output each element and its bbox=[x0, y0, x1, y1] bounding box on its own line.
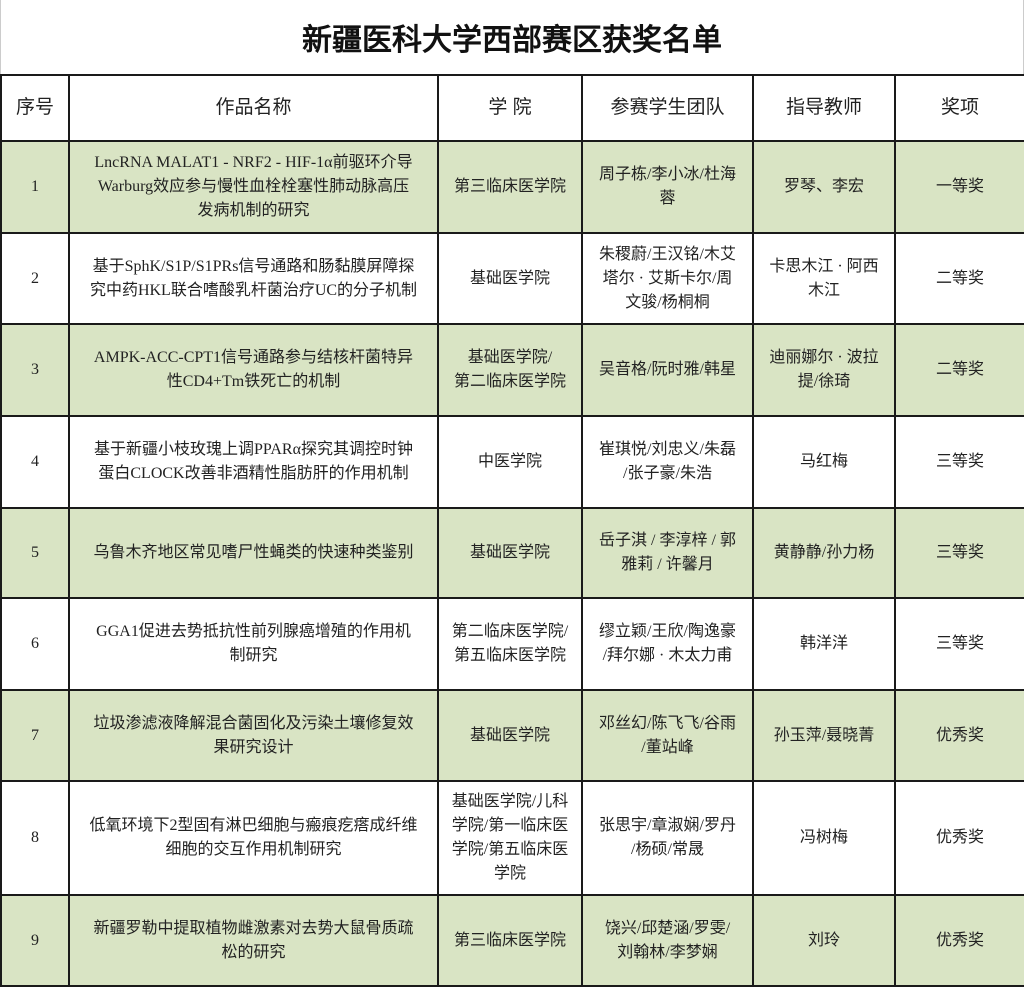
cell-team: 饶兴/邱楚涵/罗雯/ 刘翰林/李梦娴 bbox=[581, 894, 754, 987]
award-table: 序号 作品名称 学 院 参赛学生团队 指导教师 奖项 1 LncRNA MALAT… bbox=[0, 74, 1024, 987]
cell-college: 第二临床医学院/ 第五临床医学院 bbox=[437, 597, 583, 691]
cell-advisor: 刘玲 bbox=[752, 894, 896, 987]
cell-title: 新疆罗勒中提取植物雌激素对去势大鼠骨质疏 松的研究 bbox=[68, 894, 439, 987]
cell-award: 二等奖 bbox=[894, 323, 1024, 417]
page-title: 新疆医科大学西部赛区获奖名单 bbox=[0, 0, 1024, 74]
cell-team: 张思宇/章淑娴/罗丹 /杨硕/常晟 bbox=[581, 780, 754, 896]
cell-award: 优秀奖 bbox=[894, 780, 1024, 896]
cell-college: 基础医学院 bbox=[437, 689, 583, 782]
cell-advisor: 韩洋洋 bbox=[752, 597, 896, 691]
cell-title: GGA1促进去势抵抗性前列腺癌增殖的作用机 制研究 bbox=[68, 597, 439, 691]
cell-title: 垃圾渗滤液降解混合菌固化及污染土壤修复效 果研究设计 bbox=[68, 689, 439, 782]
cell-advisor: 冯树梅 bbox=[752, 780, 896, 896]
cell-advisor: 罗琴、李宏 bbox=[752, 140, 896, 234]
cell-award: 优秀奖 bbox=[894, 894, 1024, 987]
cell-college: 基础医学院 bbox=[437, 232, 583, 325]
header-college: 学 院 bbox=[437, 74, 583, 142]
cell-team: 朱稷蔚/王汉铭/木艾 塔尔 · 艾斯卡尔/周 文骏/杨桐桐 bbox=[581, 232, 754, 325]
cell-no: 5 bbox=[0, 507, 70, 599]
table-row: 4 基于新疆小枝玫瑰上调PPARα探究其调控时钟 蛋白CLOCK改善非酒精性脂肪肝… bbox=[0, 415, 1024, 509]
table-row: 6 GGA1促进去势抵抗性前列腺癌增殖的作用机 制研究 第二临床医学院/ 第五临床医… bbox=[0, 597, 1024, 691]
cell-team: 岳子淇 / 李淳梓 / 郭 雅莉 / 许馨月 bbox=[581, 507, 754, 599]
cell-award: 优秀奖 bbox=[894, 689, 1024, 782]
cell-award: 三等奖 bbox=[894, 597, 1024, 691]
cell-award: 二等奖 bbox=[894, 232, 1024, 325]
cell-advisor: 马红梅 bbox=[752, 415, 896, 509]
cell-award: 三等奖 bbox=[894, 507, 1024, 599]
cell-advisor: 卡思木江 · 阿西 木江 bbox=[752, 232, 896, 325]
cell-title: 乌鲁木齐地区常见嗜尸性蝇类的快速种类鉴别 bbox=[68, 507, 439, 599]
cell-college: 第三临床医学院 bbox=[437, 894, 583, 987]
header-row: 序号 作品名称 学 院 参赛学生团队 指导教师 奖项 bbox=[0, 74, 1024, 142]
table-row: 9 新疆罗勒中提取植物雌激素对去势大鼠骨质疏 松的研究 第三临床医学院 饶兴/邱楚涵/… bbox=[0, 894, 1024, 987]
cell-college: 基础医学院 bbox=[437, 507, 583, 599]
cell-no: 2 bbox=[0, 232, 70, 325]
cell-advisor: 迪丽娜尔 · 波拉 提/徐琦 bbox=[752, 323, 896, 417]
cell-title: 低氧环境下2型固有淋巴细胞与瘢痕疙瘩成纤维 细胞的交互作用机制研究 bbox=[68, 780, 439, 896]
cell-advisor: 孙玉萍/聂晓菁 bbox=[752, 689, 896, 782]
header-advisor: 指导教师 bbox=[752, 74, 896, 142]
cell-team: 周子栋/李小冰/杜海 蓉 bbox=[581, 140, 754, 234]
cell-no: 9 bbox=[0, 894, 70, 987]
cell-title: 基于SphK/S1P/S1PRs信号通路和肠黏膜屏障探 究中药HKL联合嗜酸乳杆… bbox=[68, 232, 439, 325]
cell-no: 8 bbox=[0, 780, 70, 896]
cell-team: 邓丝幻/陈飞飞/谷雨 /董站峰 bbox=[581, 689, 754, 782]
cell-team: 吴音格/阮时雅/韩星 bbox=[581, 323, 754, 417]
cell-college: 中医学院 bbox=[437, 415, 583, 509]
cell-advisor: 黄静静/孙力杨 bbox=[752, 507, 896, 599]
cell-title: AMPK-ACC-CPT1信号通路参与结核杆菌特异 性CD4+Tm铁死亡的机制 bbox=[68, 323, 439, 417]
cell-no: 1 bbox=[0, 140, 70, 234]
cell-college: 基础医学院/儿科 学院/第一临床医 学院/第五临床医 学院 bbox=[437, 780, 583, 896]
table-row: 3 AMPK-ACC-CPT1信号通路参与结核杆菌特异 性CD4+Tm铁死亡的机制… bbox=[0, 323, 1024, 417]
cell-title: 基于新疆小枝玫瑰上调PPARα探究其调控时钟 蛋白CLOCK改善非酒精性脂肪肝的… bbox=[68, 415, 439, 509]
header-award: 奖项 bbox=[894, 74, 1024, 142]
table-row: 7 垃圾渗滤液降解混合菌固化及污染土壤修复效 果研究设计 基础医学院 邓丝幻/陈飞飞/… bbox=[0, 689, 1024, 782]
cell-college: 基础医学院/ 第二临床医学院 bbox=[437, 323, 583, 417]
cell-no: 6 bbox=[0, 597, 70, 691]
table-row: 5 乌鲁木齐地区常见嗜尸性蝇类的快速种类鉴别 基础医学院 岳子淇 / 李淳梓 / 郭 … bbox=[0, 507, 1024, 599]
table-row: 1 LncRNA MALAT1 - NRF2 - HIF-1α前驱环介导 Warb… bbox=[0, 140, 1024, 234]
header-team: 参赛学生团队 bbox=[581, 74, 754, 142]
cell-team: 缪立颖/王欣/陶逸豪 /拜尔娜 · 木太力甫 bbox=[581, 597, 754, 691]
cell-no: 4 bbox=[0, 415, 70, 509]
cell-no: 7 bbox=[0, 689, 70, 782]
cell-title: LncRNA MALAT1 - NRF2 - HIF-1α前驱环介导 Warbu… bbox=[68, 140, 439, 234]
header-title: 作品名称 bbox=[68, 74, 439, 142]
table-row: 8 低氧环境下2型固有淋巴细胞与瘢痕疙瘩成纤维 细胞的交互作用机制研究 基础医学院/… bbox=[0, 780, 1024, 896]
cell-award: 一等奖 bbox=[894, 140, 1024, 234]
cell-team: 崔琪悦/刘忠义/朱磊 /张子豪/朱浩 bbox=[581, 415, 754, 509]
cell-award: 三等奖 bbox=[894, 415, 1024, 509]
table-row: 2 基于SphK/S1P/S1PRs信号通路和肠黏膜屏障探 究中药HKL联合嗜酸乳… bbox=[0, 232, 1024, 325]
header-no: 序号 bbox=[0, 74, 70, 142]
cell-college: 第三临床医学院 bbox=[437, 140, 583, 234]
cell-no: 3 bbox=[0, 323, 70, 417]
